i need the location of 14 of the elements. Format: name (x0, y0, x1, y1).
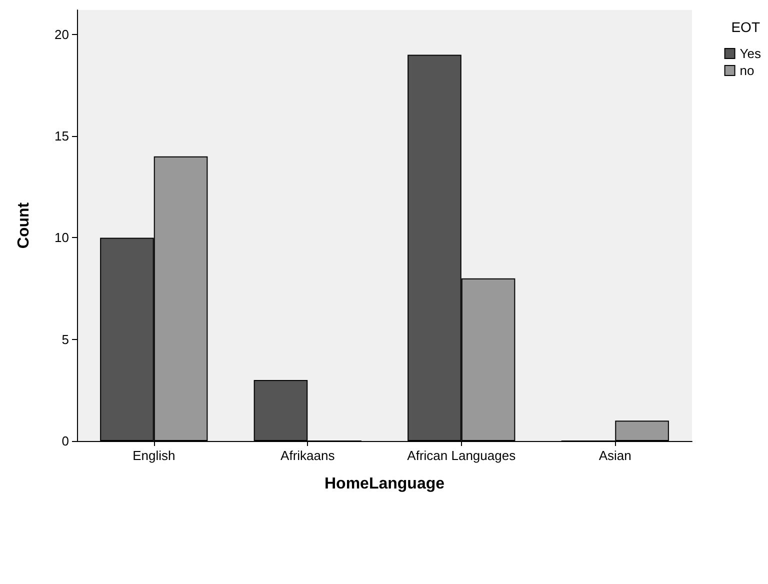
y-tick-label: 0 (62, 434, 69, 448)
y-axis-title: Count (16, 202, 32, 249)
x-tick-label: English (132, 448, 176, 463)
x-axis-title: HomeLanguage (324, 476, 445, 492)
y-tick-label: 5 (62, 332, 69, 347)
legend-title: EOT (731, 19, 760, 35)
legend-label: no (740, 63, 754, 78)
y-tick-label: 20 (54, 26, 69, 42)
x-tick-label: Asian (598, 448, 632, 463)
y-tick-label: 10 (54, 230, 69, 246)
x-tick-label: African Languages (407, 448, 516, 463)
y-tick-label: 15 (54, 128, 69, 144)
legend-label: Yes (740, 46, 762, 61)
x-tick-label: Afrikaans (280, 448, 336, 463)
